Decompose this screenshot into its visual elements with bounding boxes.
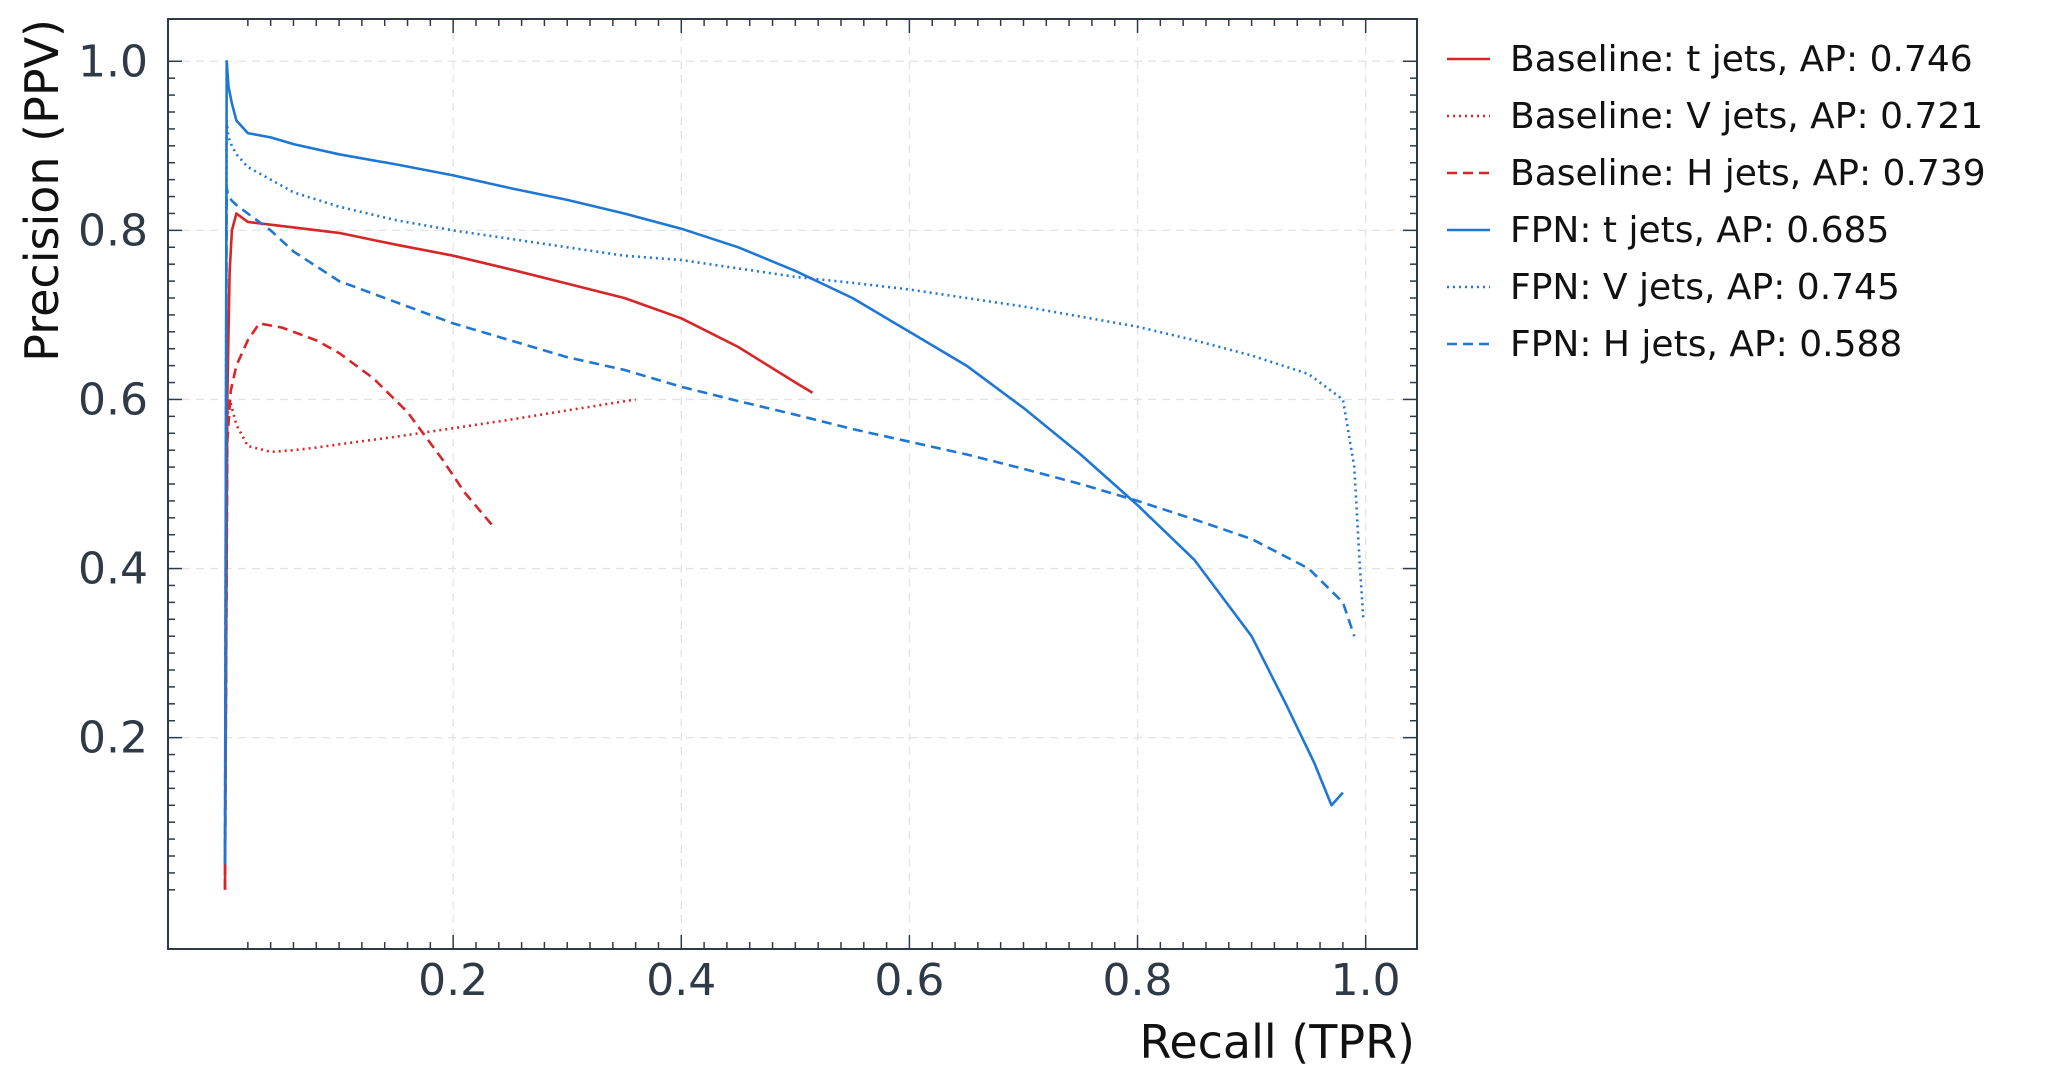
legend-label-2: Baseline: V jets, AP: 0.721: [1510, 96, 1983, 137]
x-tick-label: 0.4: [646, 955, 716, 1006]
y-tick-label: 0.6: [78, 374, 148, 425]
y-tick-label: 0.8: [78, 205, 148, 256]
legend-label-1: Baseline: t jets, AP: 0.746: [1510, 39, 1973, 80]
x-axis-label: Recall (TPR): [1139, 1015, 1415, 1069]
series-layer: [223, 59, 1365, 890]
ticks: 0.2 0.4 0.6 0.8 1.0 0.2 0.4 0.6 0.8 1.0: [78, 19, 1417, 1006]
legend-label-6: FPN: H jets, AP: 0.588: [1510, 324, 1902, 365]
y-tick-label: 0.4: [78, 544, 148, 595]
grid: [168, 19, 1417, 949]
series-line-4: [223, 59, 1344, 865]
series-line-1: [223, 212, 814, 890]
y-tick-label: 0.2: [78, 713, 148, 764]
x-tick-label: 0.8: [1103, 955, 1173, 1006]
legend: Baseline: t jets, AP: 0.746 Baseline: V j…: [1447, 39, 1986, 365]
series-line-3: [223, 322, 495, 890]
series-line-6: [223, 186, 1356, 865]
x-tick-label: 0.2: [418, 955, 488, 1006]
y-axis-label: Precision (PPV): [15, 19, 69, 362]
x-tick-label: 0.6: [874, 955, 944, 1006]
legend-label-5: FPN: V jets, AP: 0.745: [1510, 267, 1900, 308]
legend-label-3: Baseline: H jets, AP: 0.739: [1510, 153, 1986, 194]
series-line-5: [223, 119, 1365, 865]
x-tick-label: 1.0: [1331, 955, 1401, 1006]
legend-label-4: FPN: t jets, AP: 0.685: [1510, 210, 1889, 251]
y-tick-label: 1.0: [78, 36, 148, 87]
